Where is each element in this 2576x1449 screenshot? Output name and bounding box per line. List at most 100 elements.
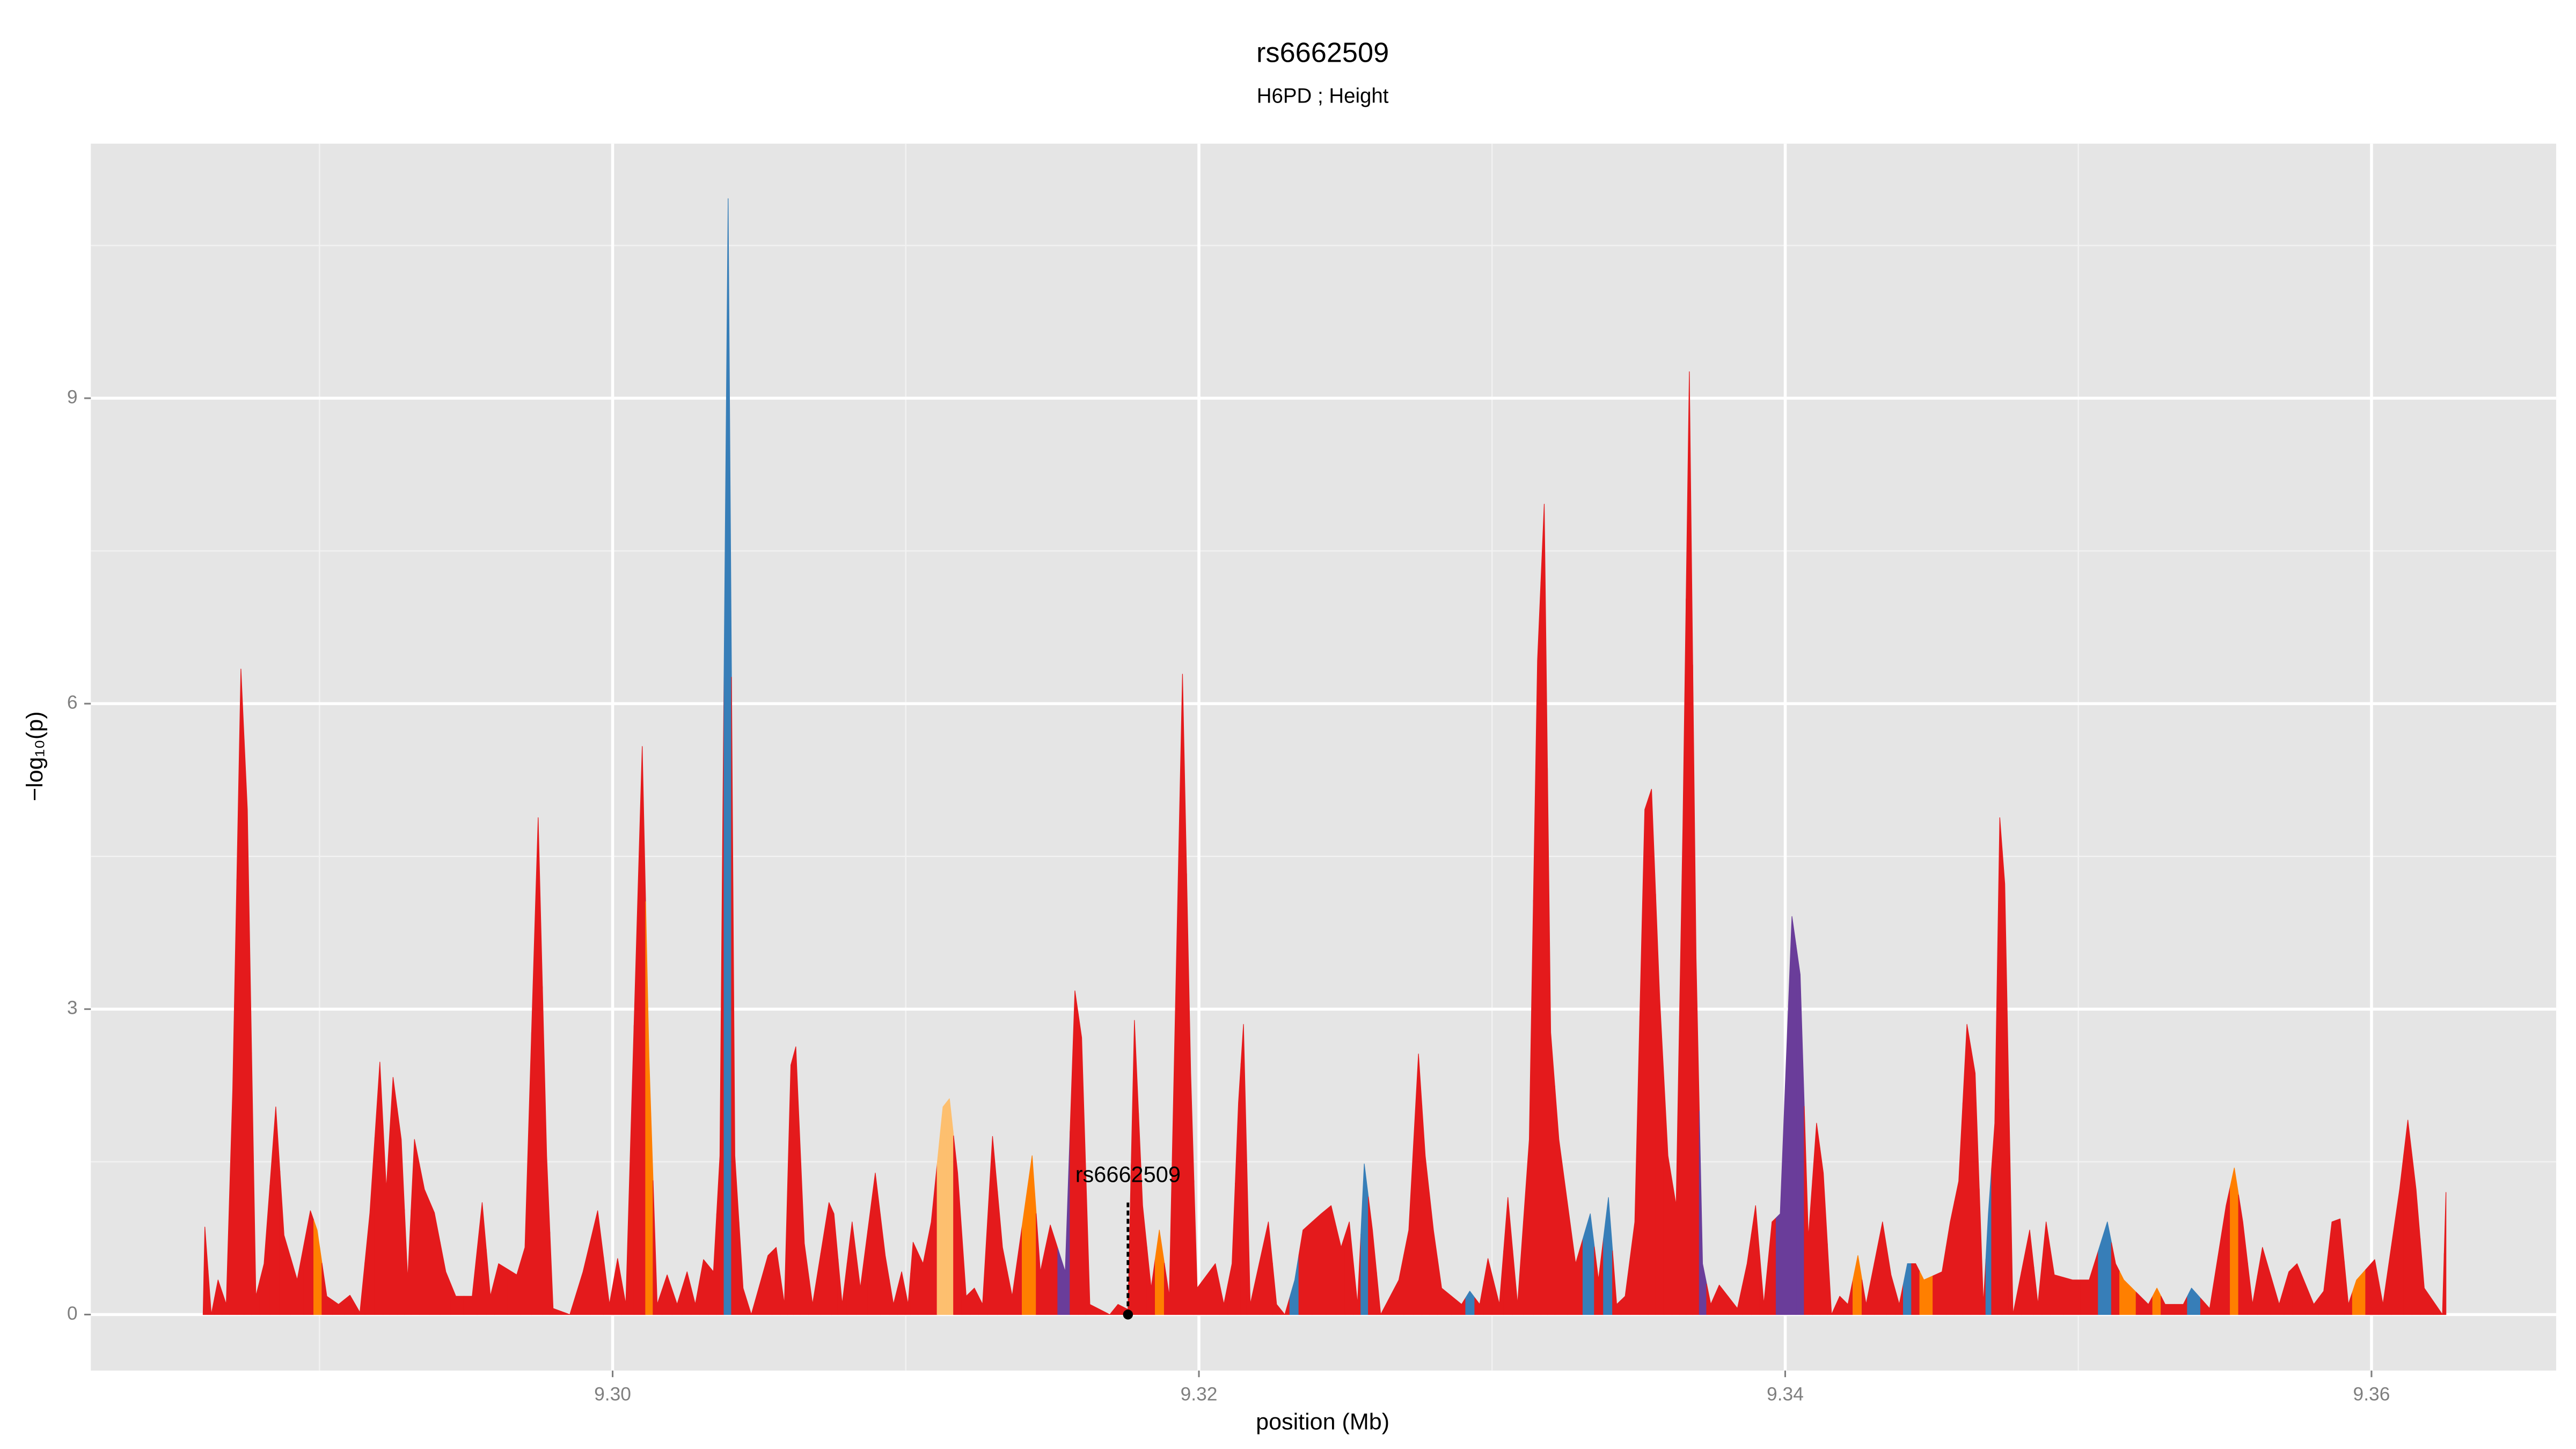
area-segment	[542, 986, 551, 1315]
area-segment	[2433, 1253, 2445, 1315]
area-segment	[2378, 1246, 2392, 1315]
area-segment	[1206, 1263, 1220, 1315]
area-segment	[590, 1210, 604, 1315]
area-segment	[411, 1139, 420, 1315]
area-segment	[1979, 1188, 1986, 1315]
area-segment	[1971, 1048, 1980, 1315]
area-segment	[1113, 1304, 1124, 1315]
area-segment	[244, 738, 252, 1315]
annotation-point	[1123, 1309, 1133, 1320]
area-segment	[576, 1241, 591, 1315]
area-segment	[1451, 1296, 1466, 1315]
area-segment	[1827, 1243, 1836, 1315]
area-segment	[2403, 1119, 2412, 1315]
area-segment	[910, 1242, 919, 1315]
area-segment	[332, 1299, 345, 1315]
y-tick-label: 3	[67, 998, 78, 1019]
area-segment	[880, 1214, 890, 1315]
area-segment	[1154, 1230, 1165, 1315]
area-segment	[1911, 1263, 1920, 1315]
area-segment	[1353, 1234, 1362, 1315]
area-segment	[1138, 1113, 1147, 1315]
area-segment	[970, 1287, 979, 1315]
x-tick-label: 9.36	[2353, 1384, 2390, 1404]
area-segment	[831, 1208, 839, 1315]
area-segment	[691, 1282, 700, 1315]
area-segment	[1344, 1221, 1354, 1315]
area-segment	[1022, 1155, 1037, 1315]
area-segment	[867, 1173, 881, 1315]
area-segment	[1715, 1284, 1729, 1315]
area-segment	[653, 1180, 663, 1315]
area-segment	[671, 1287, 683, 1315]
area-segment	[1954, 1102, 1964, 1315]
area-segment	[699, 1259, 709, 1315]
area-segment	[1663, 1077, 1673, 1315]
y-tick-label: 9	[67, 386, 78, 407]
area-segment	[1874, 1221, 1887, 1315]
area-segment	[1751, 1205, 1760, 1315]
area-segment	[429, 1201, 441, 1315]
area-segment	[1679, 598, 1687, 1315]
area-segment	[397, 1108, 405, 1315]
area-segment	[1078, 1014, 1086, 1315]
area-segment	[1655, 894, 1664, 1315]
area-segment	[1775, 1065, 1787, 1315]
area-segment	[1057, 1131, 1071, 1315]
area-segment	[364, 1137, 376, 1315]
area-segment	[1258, 1221, 1273, 1315]
area-segment	[2292, 1263, 2306, 1315]
area-segment	[1045, 1224, 1058, 1315]
area-segment	[927, 1164, 938, 1315]
area-segment	[1403, 1141, 1414, 1315]
area-segment	[229, 879, 237, 1315]
area-segment	[759, 1251, 773, 1315]
area-segment	[1785, 916, 1797, 1315]
area-segment	[2270, 1275, 2285, 1315]
area-segment	[321, 1263, 333, 1315]
area-segment	[1672, 1015, 1680, 1315]
area-segment	[1131, 1020, 1139, 1315]
area-segment	[236, 669, 245, 1315]
area-segment	[1919, 1271, 1934, 1315]
area-segment	[2443, 1192, 2447, 1315]
area-segment	[633, 746, 646, 1315]
area-segment	[997, 1191, 1008, 1315]
area-segment	[793, 1046, 801, 1315]
x-axis-title: position (Mb)	[1256, 1409, 1389, 1435]
area-segment	[2080, 1250, 2099, 1315]
area-segment	[259, 1184, 270, 1315]
area-segment	[1594, 1238, 1604, 1315]
area-segment	[2187, 1287, 2201, 1315]
area-segment	[978, 1220, 988, 1315]
chart-title: rs6662509	[1256, 37, 1389, 68]
area-segment	[1853, 1255, 1863, 1315]
area-segment	[2238, 1194, 2248, 1315]
area-segment	[645, 901, 654, 1315]
area-segment	[800, 1144, 809, 1315]
area-segment	[1246, 1164, 1260, 1315]
area-segment	[440, 1242, 451, 1315]
area-segment	[383, 1125, 390, 1315]
area-segment	[2111, 1242, 2120, 1315]
area-segment	[1686, 371, 1693, 1315]
area-segment	[1326, 1205, 1337, 1315]
area-segment	[2135, 1292, 2153, 1315]
area-segment	[1465, 1291, 1475, 1315]
area-segment	[374, 1062, 384, 1315]
area-segment	[1728, 1285, 1743, 1315]
area-segment	[343, 1294, 356, 1315]
area-segment	[1804, 1106, 1813, 1315]
x-tick-label: 9.32	[1181, 1384, 1218, 1404]
area-segment	[1991, 970, 1998, 1315]
area-segment	[1639, 799, 1649, 1315]
area-segment	[682, 1271, 692, 1315]
area-segment	[1312, 1209, 1327, 1315]
area-segment	[846, 1221, 857, 1315]
area-segment	[507, 1261, 522, 1315]
area-segment	[738, 1221, 748, 1315]
area-segment	[1503, 1197, 1513, 1315]
area-segment	[1240, 1024, 1247, 1315]
area-segment	[1085, 1170, 1100, 1315]
x-tick-label: 9.34	[1767, 1384, 1804, 1404]
